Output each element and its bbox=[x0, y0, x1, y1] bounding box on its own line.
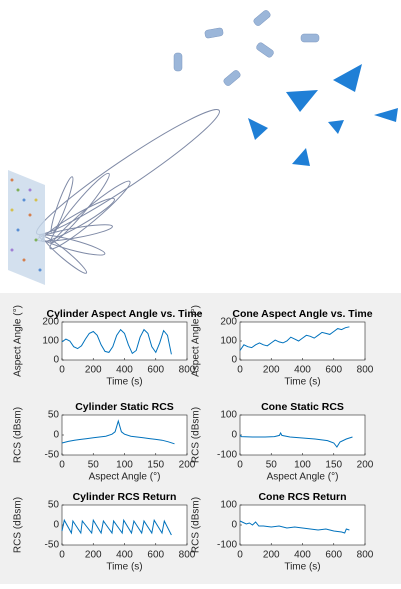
y-tick-label: 0 bbox=[53, 355, 59, 366]
x-tick-label: 800 bbox=[357, 365, 374, 376]
chart-title: Cylinder RCS Return bbox=[73, 491, 177, 503]
x-axis-label: Time (s) bbox=[106, 377, 142, 388]
x-tick-label: 0 bbox=[59, 550, 65, 561]
y-tick-label: 100 bbox=[220, 336, 237, 347]
x-tick-label: 600 bbox=[147, 365, 164, 376]
x-tick-label: 0 bbox=[59, 365, 65, 376]
axes-box bbox=[240, 505, 365, 545]
x-tick-label: 400 bbox=[294, 550, 311, 561]
x-tick-label: 200 bbox=[85, 365, 102, 376]
axes-box bbox=[62, 415, 187, 455]
y-tick-label: 0 bbox=[231, 430, 237, 441]
x-tick-label: 0 bbox=[237, 550, 243, 561]
x-tick-label: 150 bbox=[147, 460, 164, 471]
y-tick-label: -50 bbox=[45, 450, 60, 461]
x-tick-label: 400 bbox=[294, 365, 311, 376]
y-tick-label: 100 bbox=[220, 410, 237, 421]
x-tick-label: 50 bbox=[88, 460, 100, 471]
x-axis-label: Aspect Angle (°) bbox=[89, 472, 161, 483]
x-tick-label: 600 bbox=[147, 550, 164, 561]
chart-title: Cylinder Aspect Angle vs. Time bbox=[47, 308, 203, 320]
x-tick-label: 200 bbox=[357, 460, 374, 471]
x-axis-label: Time (s) bbox=[284, 562, 320, 573]
y-axis-label: RCS (dBsm) bbox=[191, 497, 202, 553]
axes-box bbox=[62, 505, 187, 545]
y-tick-label: -100 bbox=[217, 450, 237, 461]
illustration bbox=[8, 9, 398, 285]
y-tick-label: 0 bbox=[231, 520, 237, 531]
x-tick-label: 0 bbox=[237, 365, 243, 376]
x-tick-label: 100 bbox=[116, 460, 133, 471]
y-tick-label: 0 bbox=[231, 355, 237, 366]
y-tick-label: 100 bbox=[220, 500, 237, 511]
x-tick-label: 100 bbox=[294, 460, 311, 471]
y-axis-label: Aspect Angle (°) bbox=[13, 305, 24, 377]
x-tick-label: 0 bbox=[59, 460, 65, 471]
y-axis-label: RCS (dBsm) bbox=[13, 407, 24, 463]
y-axis-label: RCS (dBsm) bbox=[13, 497, 24, 553]
x-tick-label: 50 bbox=[266, 460, 278, 471]
x-tick-label: 600 bbox=[325, 550, 342, 561]
x-tick-label: 800 bbox=[357, 550, 374, 561]
x-axis-label: Time (s) bbox=[106, 562, 142, 573]
y-tick-label: 0 bbox=[53, 520, 59, 531]
x-axis-label: Time (s) bbox=[284, 377, 320, 388]
x-tick-label: 600 bbox=[325, 365, 342, 376]
axes-box bbox=[240, 415, 365, 455]
page: 0 200 400 600 800 0 100 200 Cylinder Aspect Angl… bbox=[0, 0, 401, 584]
x-tick-label: 400 bbox=[116, 365, 133, 376]
y-axis-label: Aspect Angle (°) bbox=[191, 305, 202, 377]
y-tick-label: 0 bbox=[53, 430, 59, 441]
x-tick-label: 150 bbox=[325, 460, 342, 471]
x-tick-label: 200 bbox=[263, 365, 280, 376]
x-tick-label: 400 bbox=[116, 550, 133, 561]
x-axis-label: Aspect Angle (°) bbox=[267, 472, 339, 483]
chart-title: Cone Static RCS bbox=[261, 401, 344, 413]
x-tick-label: 200 bbox=[263, 550, 280, 561]
x-tick-label: 0 bbox=[237, 460, 243, 471]
y-tick-label: 100 bbox=[42, 336, 59, 347]
y-tick-label: -50 bbox=[45, 540, 60, 551]
y-tick-label: 50 bbox=[48, 500, 60, 511]
y-tick-label: 50 bbox=[48, 410, 60, 421]
chart-title: Cone Aspect Angle vs. Time bbox=[232, 308, 372, 320]
y-tick-label: -100 bbox=[217, 540, 237, 551]
y-axis-label: RCS (dBsm) bbox=[191, 407, 202, 463]
x-tick-label: 200 bbox=[85, 550, 102, 561]
chart-title: Cone RCS Return bbox=[258, 491, 346, 503]
chart-title: Cylinder Static RCS bbox=[75, 401, 174, 413]
